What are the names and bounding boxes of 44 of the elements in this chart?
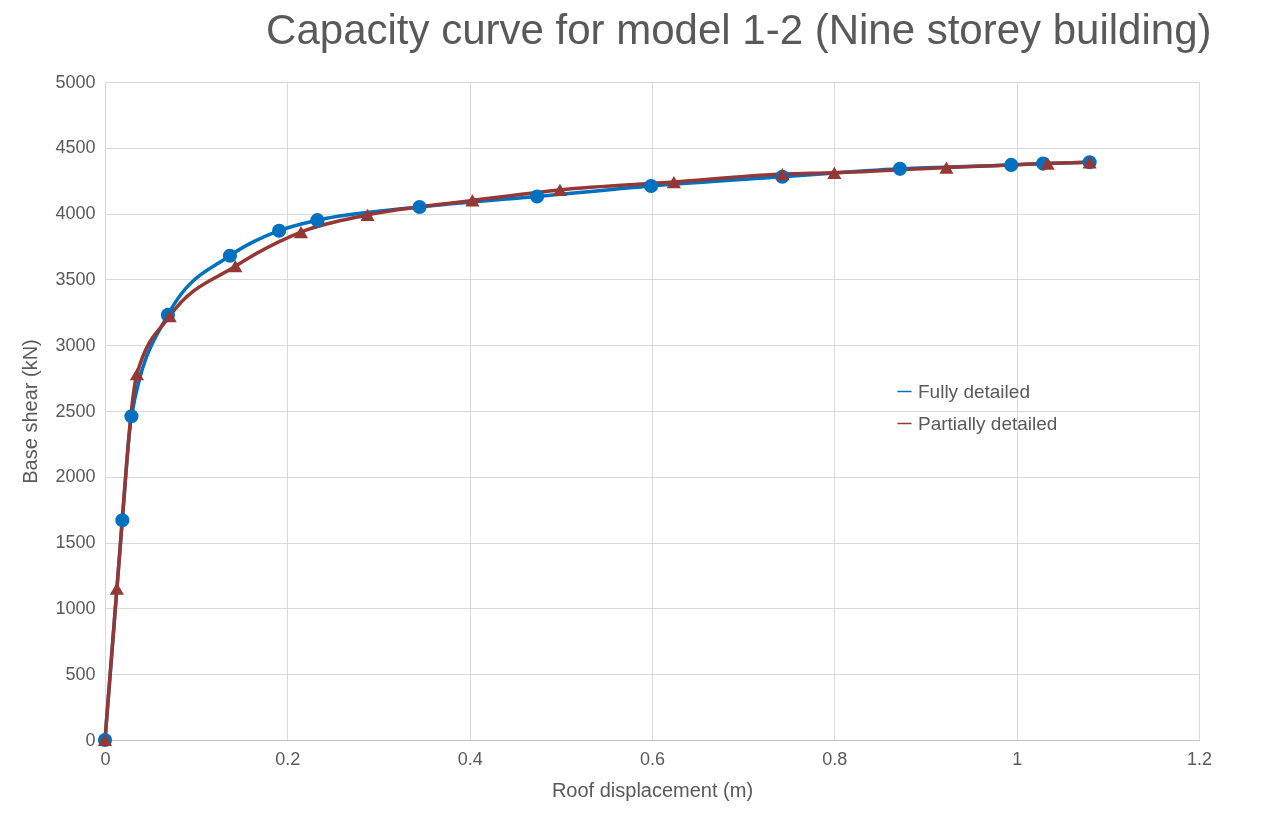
y-tick-label: 5000 bbox=[55, 71, 96, 92]
point bbox=[360, 208, 375, 222]
x-axis-title: Roof displacement (m) bbox=[551, 778, 754, 801]
x-tick-label: 1.2 bbox=[1186, 748, 1213, 769]
x-tick-label: 0.4 bbox=[457, 748, 483, 769]
point bbox=[1004, 157, 1019, 172]
point bbox=[412, 199, 427, 215]
point bbox=[666, 175, 681, 189]
y-tick-label: 4500 bbox=[55, 137, 96, 158]
point bbox=[1040, 157, 1055, 170]
x-tick-label: 0 bbox=[100, 748, 111, 769]
legend-label: Fully detailed bbox=[918, 380, 1030, 402]
y-axis-title: Base shear (kN) bbox=[19, 339, 42, 484]
point bbox=[827, 166, 842, 179]
y-tick-label: 2000 bbox=[55, 466, 96, 487]
x-tick-label: 0.8 bbox=[822, 748, 848, 769]
x-tick-label: 0.2 bbox=[275, 748, 301, 769]
point bbox=[552, 183, 567, 197]
y-tick-label: 4000 bbox=[55, 203, 96, 224]
y-tick-label: 1000 bbox=[55, 597, 96, 618]
point bbox=[109, 582, 124, 595]
x-tick-label: 0.6 bbox=[639, 748, 666, 769]
point bbox=[644, 178, 659, 194]
point bbox=[530, 189, 545, 204]
point bbox=[222, 248, 237, 263]
point bbox=[892, 161, 908, 176]
x-tick-label: 1 bbox=[1012, 748, 1023, 769]
point bbox=[293, 225, 309, 239]
point bbox=[939, 161, 954, 174]
y-tick-label: 500 bbox=[65, 663, 96, 684]
point bbox=[124, 409, 139, 424]
point bbox=[272, 223, 287, 238]
y-tick-label: 2500 bbox=[55, 400, 96, 421]
y-tick-label: 0 bbox=[85, 729, 96, 750]
y-tick-label: 1500 bbox=[55, 532, 96, 553]
point bbox=[115, 513, 130, 528]
point bbox=[465, 194, 480, 207]
point bbox=[310, 213, 325, 228]
point bbox=[228, 260, 243, 273]
point bbox=[129, 368, 144, 381]
y-tick-label: 3000 bbox=[55, 334, 96, 355]
y-tick-label: 3500 bbox=[55, 268, 96, 289]
chart-title: Capacity curve for model 1-2 (Nine storey building) bbox=[266, 6, 1212, 53]
legend-label: Partially detailed bbox=[918, 412, 1058, 434]
